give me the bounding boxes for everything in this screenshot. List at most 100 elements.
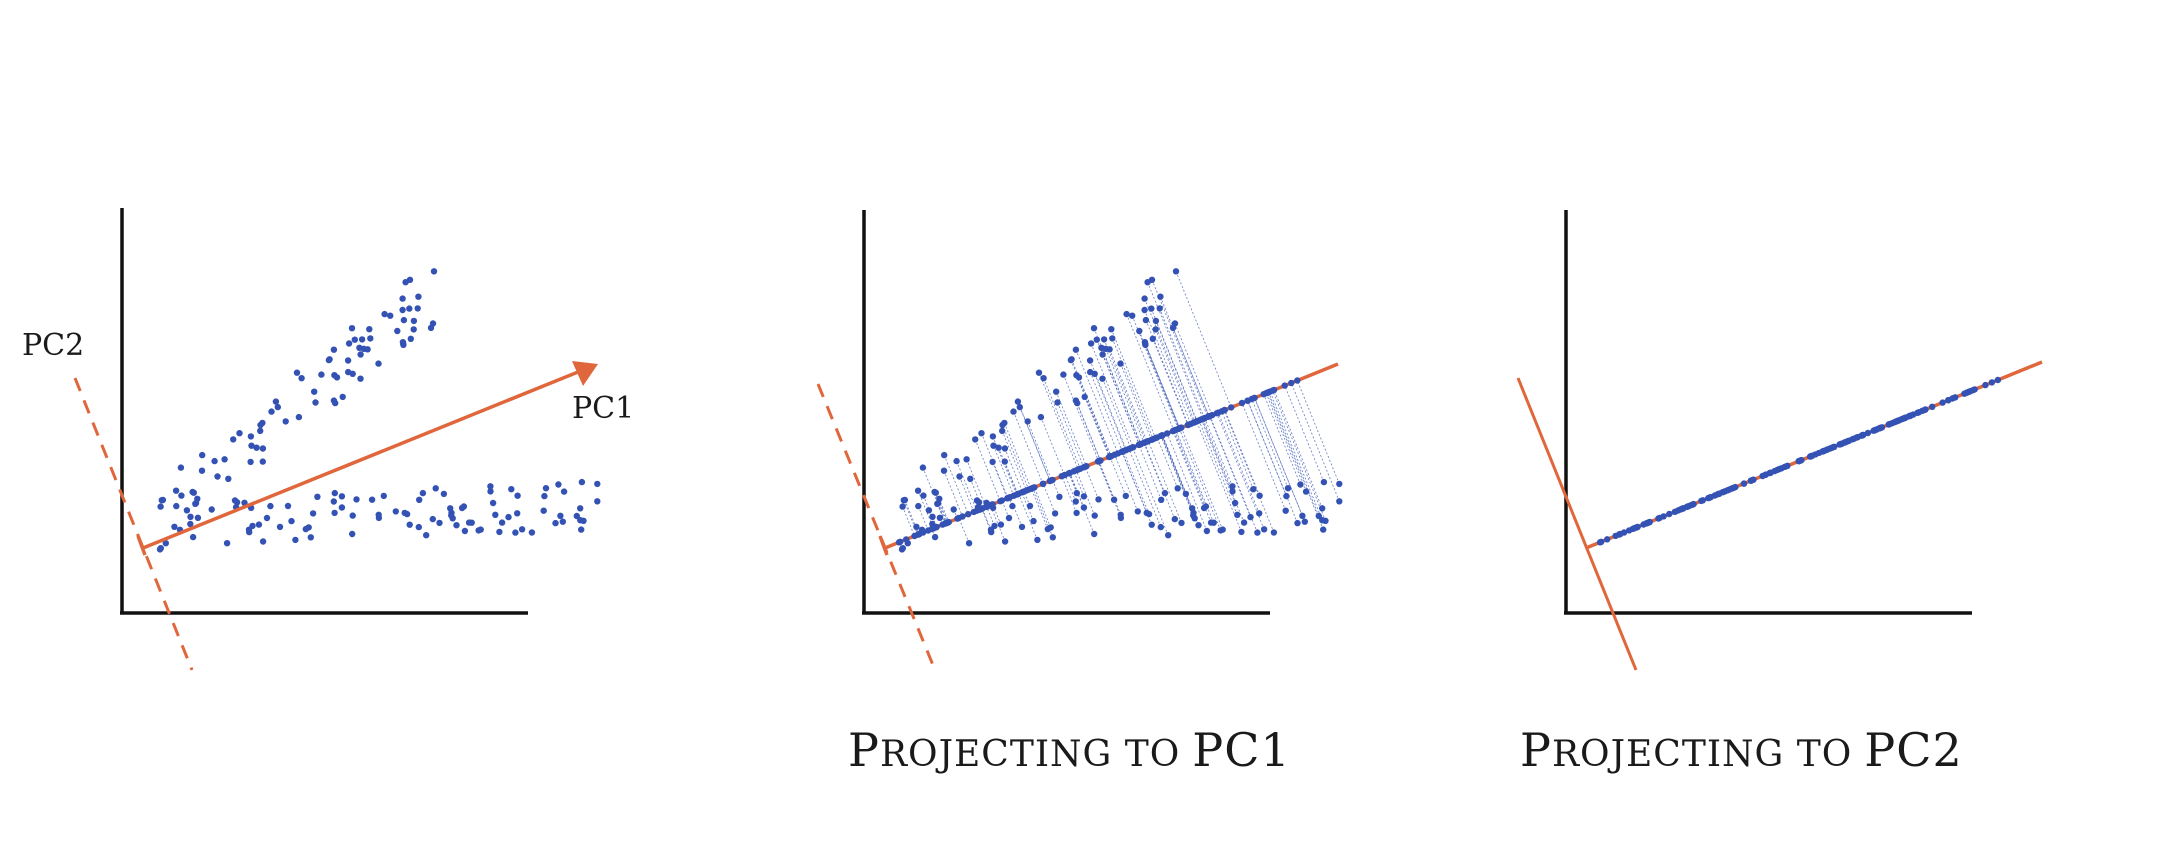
data-point [1929, 403, 1936, 410]
data-point [1156, 305, 1163, 312]
data-point [292, 536, 299, 544]
data-point [1005, 494, 1013, 501]
data-point [348, 325, 356, 332]
projection-line [1013, 411, 1044, 485]
data-point [965, 540, 973, 547]
data-point [349, 370, 356, 377]
projection-line [1043, 378, 1081, 469]
data-point [920, 492, 927, 499]
projection-line [1172, 430, 1205, 509]
data-point [1060, 371, 1067, 378]
projection-line [1145, 319, 1189, 425]
data-point [594, 498, 601, 505]
data-point [430, 268, 438, 275]
data-point [284, 502, 292, 510]
data-point [367, 335, 374, 342]
projection-line [1109, 456, 1127, 497]
data-point [1982, 381, 1989, 389]
projection-line [1102, 378, 1132, 449]
panel-projecting-pc2: PROJECTING TO PC2 [1516, 210, 2043, 777]
data-point [929, 513, 936, 520]
data-point [326, 356, 333, 363]
projection-lines [898, 271, 1340, 550]
data-point [368, 496, 376, 503]
data-point [1270, 386, 1278, 394]
projection-line [992, 436, 1017, 495]
data-point [1819, 448, 1827, 455]
data-point [1108, 326, 1115, 333]
data-point [183, 507, 191, 514]
projection-line [902, 506, 915, 537]
data-point [1123, 310, 1130, 318]
data-point [1161, 489, 1169, 497]
projection-line [943, 454, 969, 515]
data-point [298, 375, 305, 382]
data-point [552, 519, 559, 527]
data-point [1699, 497, 1707, 504]
data-point [899, 545, 906, 552]
data-point [1281, 382, 1288, 389]
projection-line [966, 459, 987, 508]
projection-line [1109, 349, 1148, 442]
caption-projecting-pc2: PROJECTING TO PC2 [1520, 723, 1963, 777]
data-point [997, 521, 1005, 528]
data-point [505, 513, 512, 521]
data-point [1171, 427, 1179, 434]
data-point [1001, 458, 1008, 465]
data-point [919, 464, 927, 471]
data-point [998, 497, 1006, 504]
projection-line [1166, 433, 1208, 532]
data-point [187, 520, 194, 528]
projection-line [956, 460, 978, 511]
data-point [158, 497, 165, 504]
data-point [1030, 517, 1037, 525]
data-point [518, 526, 526, 533]
data-point [267, 502, 274, 510]
projection-line [1156, 437, 1179, 489]
data-point [1302, 488, 1310, 495]
data-point [941, 451, 948, 459]
panel-projecting-pc1: PROJECTING TO PC1 [816, 210, 1343, 777]
data-point [314, 493, 321, 500]
data-point [1247, 513, 1254, 521]
data-point [1082, 463, 1089, 470]
data-point [1056, 493, 1063, 500]
data-point [1068, 356, 1075, 363]
projection-line [1209, 415, 1258, 533]
data-point [1283, 492, 1290, 500]
data-point [410, 326, 417, 333]
data-point [1254, 529, 1261, 536]
data-point [1018, 523, 1026, 531]
data-point [199, 451, 206, 459]
data-point [1010, 408, 1017, 415]
data-point [1053, 388, 1060, 395]
data-point [1238, 528, 1245, 536]
projection-line [1273, 389, 1323, 509]
projection-line [1290, 382, 1340, 502]
data-point [1206, 413, 1213, 420]
data-point [1040, 375, 1047, 382]
data-point [353, 496, 360, 503]
data-point [1037, 413, 1045, 421]
data-point [214, 473, 221, 480]
caption-initial: P [848, 723, 880, 777]
data-point [1080, 504, 1088, 511]
pc1-origin-tick [136, 535, 147, 556]
pc1-label: PC1 [572, 391, 634, 426]
data-point [1604, 536, 1611, 543]
projection-line [1152, 338, 1189, 426]
data-point [1178, 519, 1185, 527]
data-point [1185, 421, 1192, 428]
projection-line [974, 439, 1001, 502]
projection-line [1174, 323, 1213, 416]
data-point [236, 430, 243, 437]
data-point [311, 388, 318, 395]
data-point [221, 456, 228, 463]
projection-line [959, 476, 975, 513]
caption-tail: PC1 [1192, 723, 1290, 777]
data-point [1740, 480, 1748, 487]
projection-line [1202, 418, 1233, 492]
data-point [274, 403, 281, 411]
data-point [349, 512, 356, 519]
